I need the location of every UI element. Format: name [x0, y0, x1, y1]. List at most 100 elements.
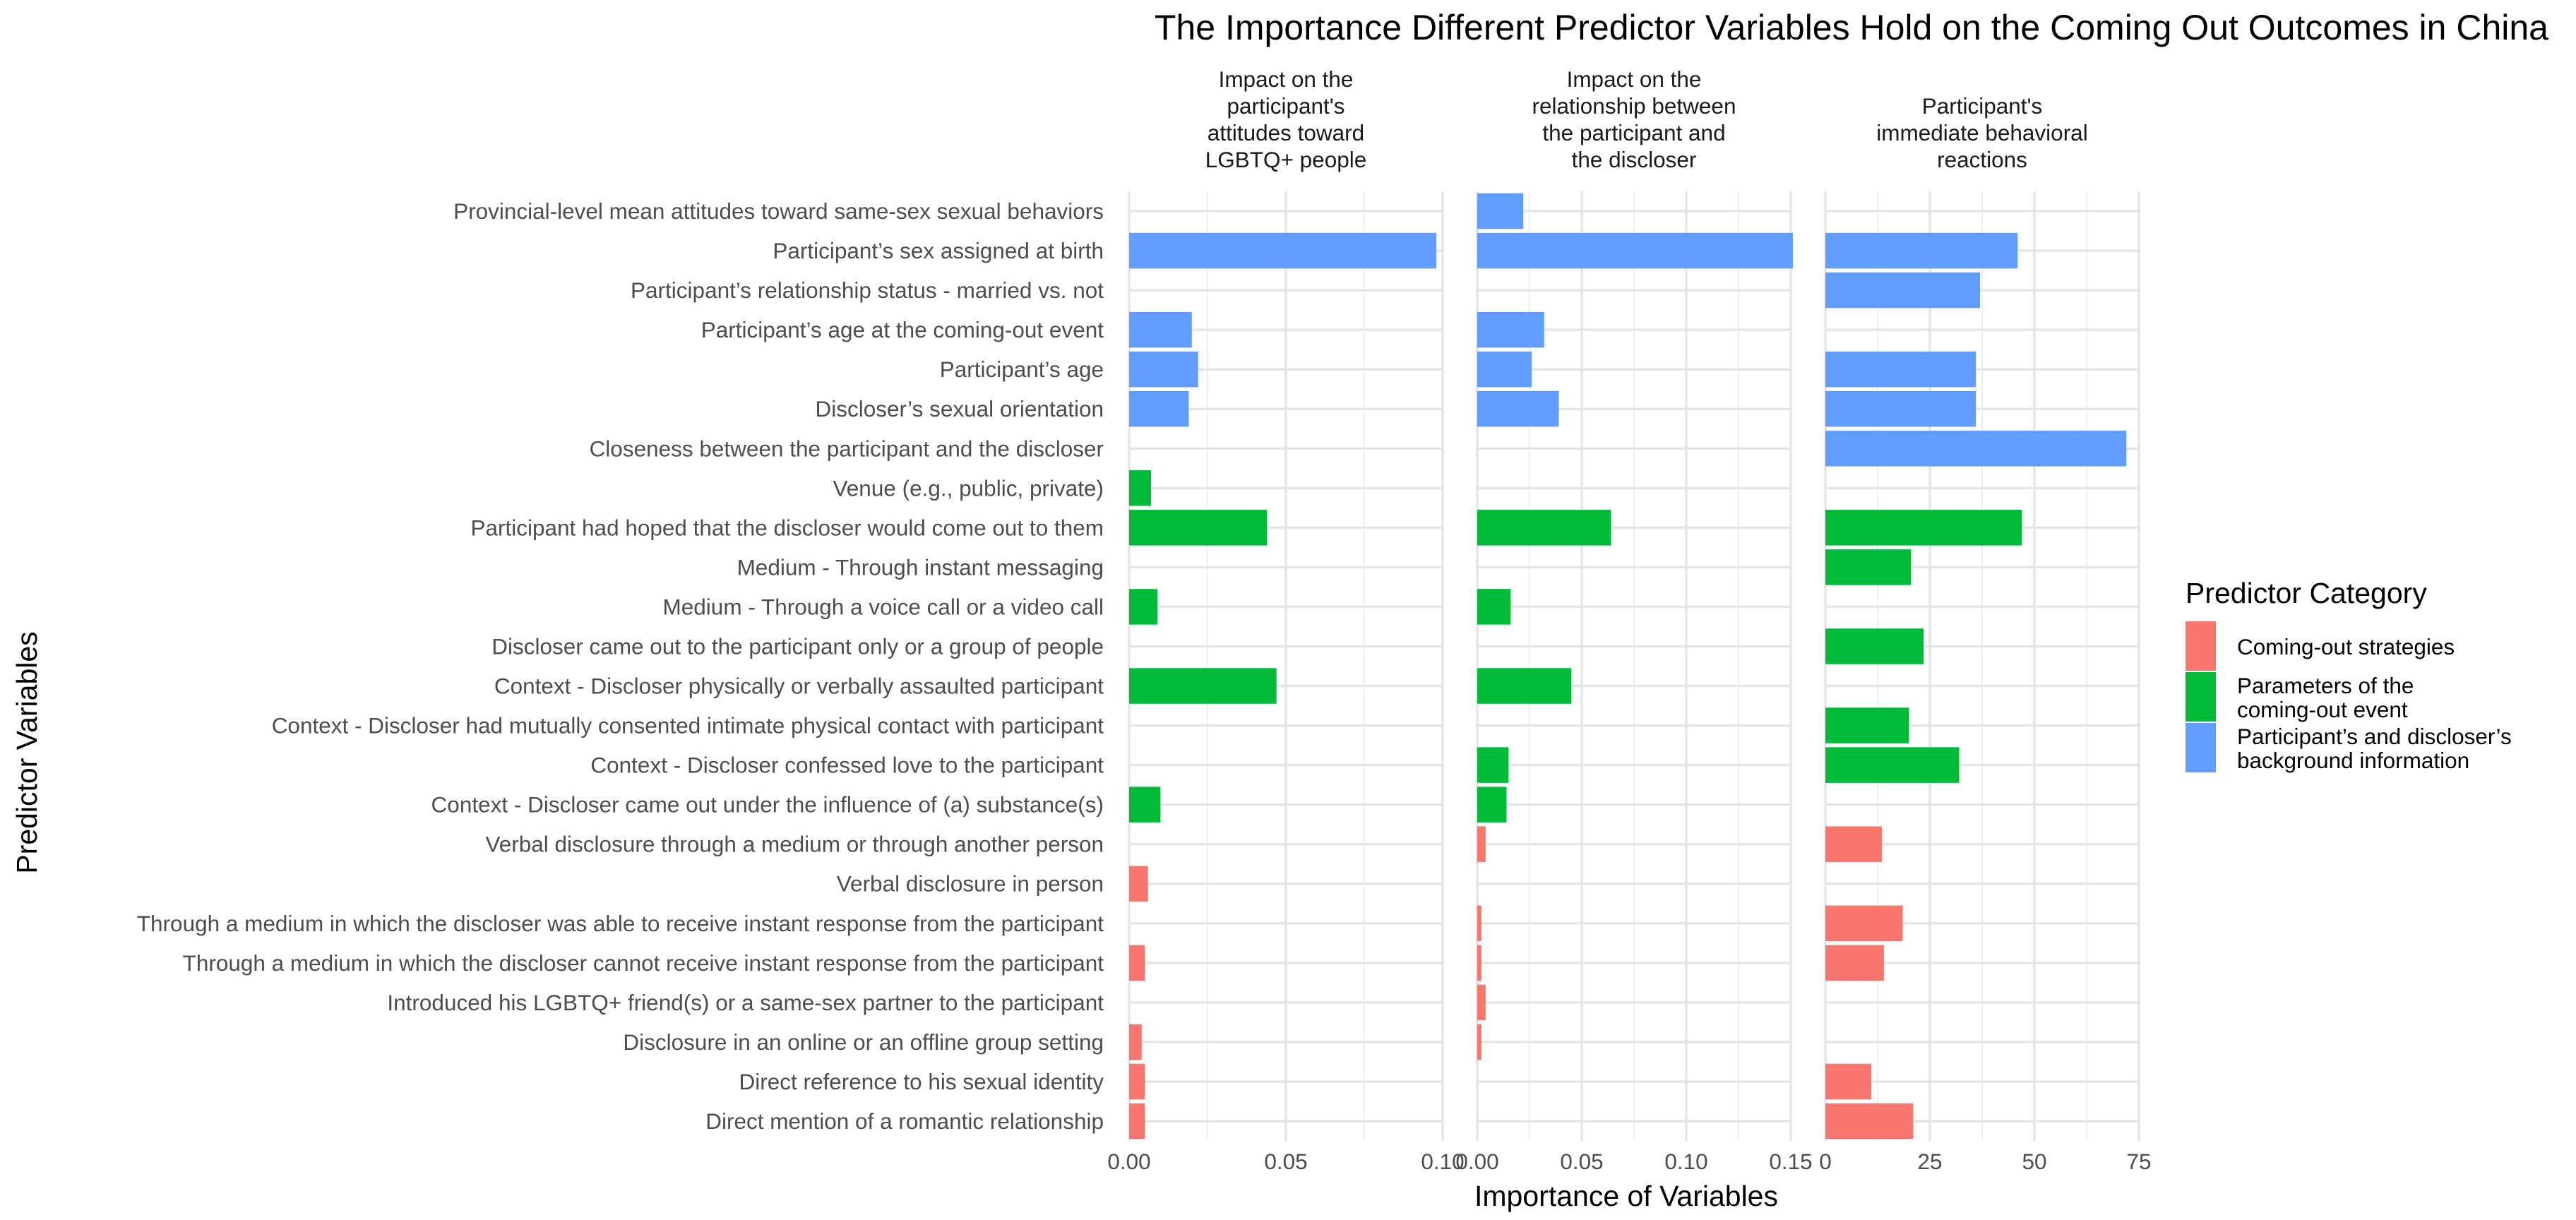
y-tick-label: Disclosure in an online or an offline gr… [623, 1029, 1104, 1055]
bar [1129, 391, 1189, 427]
y-tick-label: Participant’s age at the coming-out even… [701, 317, 1104, 342]
bar [1825, 232, 2018, 269]
y-tick-label: Direct mention of a romantic relationshi… [705, 1108, 1104, 1134]
x-tick-labels: 0.00 0.05 0.100.00 0.05 0.10 0.15 0 25 50 75 [1107, 1149, 2151, 1174]
bar [1477, 668, 1572, 704]
bar [1129, 787, 1161, 823]
bar [1477, 1024, 1481, 1060]
y-tick-label: Venue (e.g., public, private) [833, 475, 1104, 501]
y-tick-label: Participant’s sex assigned at birth [773, 238, 1104, 263]
bar [1477, 589, 1511, 625]
bar [1129, 351, 1198, 388]
bar [1825, 510, 2022, 546]
facet-strip-label: Impact on the [1219, 66, 1354, 92]
x-tick-label: 0.10 [1664, 1149, 1707, 1174]
bar [1825, 1103, 1914, 1140]
bar [1825, 628, 1924, 664]
bar [1477, 351, 1532, 388]
y-tick-label: Through a medium in which the discloser … [183, 950, 1104, 976]
bar [1129, 866, 1148, 902]
bar [1825, 549, 1912, 585]
bar [1477, 787, 1507, 823]
bar [1825, 431, 2127, 467]
y-tick-label: Discloser came out to the participant on… [491, 633, 1104, 659]
facet-strip-label: immediate behavioral [1876, 120, 2087, 145]
x-tick-label: 0.00 [1455, 1149, 1498, 1174]
bar [1129, 1103, 1145, 1140]
y-tick-label: Medium - Through instant messaging [737, 554, 1104, 580]
facet-strip-label: LGBTQ+ people [1205, 147, 1367, 172]
y-tick-label: Context - Discloser came out under the i… [431, 792, 1104, 818]
bar [1129, 668, 1277, 704]
y-tick-label: Participant’s relationship status - marr… [631, 277, 1104, 303]
bar [1129, 510, 1268, 546]
facet-strip-label: Impact on the [1567, 66, 1702, 92]
bar [1825, 945, 1884, 981]
bar [1825, 391, 1976, 427]
facet-strip-label: reactions [1937, 147, 2027, 172]
bar [1477, 311, 1544, 348]
y-tick-label: Verbal disclosure in person [837, 871, 1104, 897]
facet-strip-label: the discloser [1572, 147, 1697, 172]
facet-panel-3 [1824, 191, 2140, 1141]
legend-label: coming-out event [2237, 697, 2408, 722]
bar [1825, 707, 1909, 743]
x-tick-label: 25 [1917, 1149, 1942, 1174]
bar [1477, 984, 1486, 1021]
legend-key-parameters [2186, 672, 2216, 722]
facet-panel-2 [1476, 191, 1793, 1141]
legend-label: Coming-out strategies [2237, 634, 2455, 659]
bar [1825, 272, 1981, 309]
y-tick-label: Closeness between the participant and th… [590, 436, 1104, 461]
bar [1825, 1063, 1872, 1100]
bar [1129, 1024, 1142, 1060]
bar [1477, 905, 1481, 941]
bar [1825, 905, 1903, 941]
legend-key-strategies [2186, 621, 2216, 671]
x-tick-label: 0.05 [1264, 1149, 1307, 1174]
legend-label: Participant’s and discloser’s [2237, 724, 2524, 749]
bar [1477, 826, 1486, 862]
x-axis-title: Importance of Variables [1474, 1180, 1778, 1212]
facet-panel-1 [1128, 191, 1444, 1141]
bar [1477, 747, 1509, 783]
bar [1825, 826, 1882, 862]
bar [1477, 232, 1793, 269]
bar [1477, 945, 1481, 981]
facet-strip-label: Participant's [1922, 93, 2043, 119]
x-tick-label: 0 [1819, 1149, 1832, 1174]
bar [1477, 510, 1611, 546]
bar [1129, 945, 1145, 981]
chart-title: The Importance Different Predictor Varia… [1155, 8, 2548, 47]
bar [1477, 193, 1524, 229]
y-axis-title: Predictor Variables [11, 631, 43, 873]
legend: Predictor Category Coming-out strategies… [2186, 577, 2524, 773]
y-tick-label: Verbal disclosure through a medium or th… [485, 832, 1104, 857]
x-tick-label: 0.15 [1769, 1149, 1812, 1174]
facet-strip-label: attitudes toward [1208, 120, 1364, 145]
y-tick-label: Provincial-level mean attitudes toward s… [453, 198, 1104, 224]
y-tick-label: Medium - Through a voice call or a video… [663, 594, 1104, 619]
bar [1129, 470, 1152, 506]
y-tick-labels: Provincial-level mean attitudes toward s… [137, 198, 1104, 1134]
legend-title: Predictor Category [2186, 577, 2427, 609]
x-tick-label: 75 [2126, 1149, 2151, 1174]
legend-key-background [2186, 723, 2216, 772]
bar [1129, 311, 1192, 348]
y-tick-label: Context - Discloser had mutually consent… [272, 713, 1104, 738]
bar [1477, 391, 1559, 427]
y-tick-label: Discloser’s sexual orientation [815, 396, 1104, 421]
legend-label: background information [2237, 748, 2469, 773]
bar [1129, 1063, 1145, 1100]
bar [1129, 589, 1157, 625]
bar [1825, 351, 1976, 388]
x-tick-label: 0.05 [1560, 1149, 1603, 1174]
legend-label: Parameters of the [2237, 673, 2426, 698]
facet-strip-label: relationship between [1532, 93, 1736, 119]
bar [1825, 747, 1960, 783]
y-tick-label: Direct reference to his sexual identity [739, 1069, 1104, 1094]
x-tick-label: 0.10 [1421, 1149, 1464, 1174]
y-tick-label: Context - Discloser confessed love to th… [590, 753, 1104, 778]
y-tick-label: Introduced his LGBTQ+ friend(s) or a sam… [387, 990, 1104, 1015]
